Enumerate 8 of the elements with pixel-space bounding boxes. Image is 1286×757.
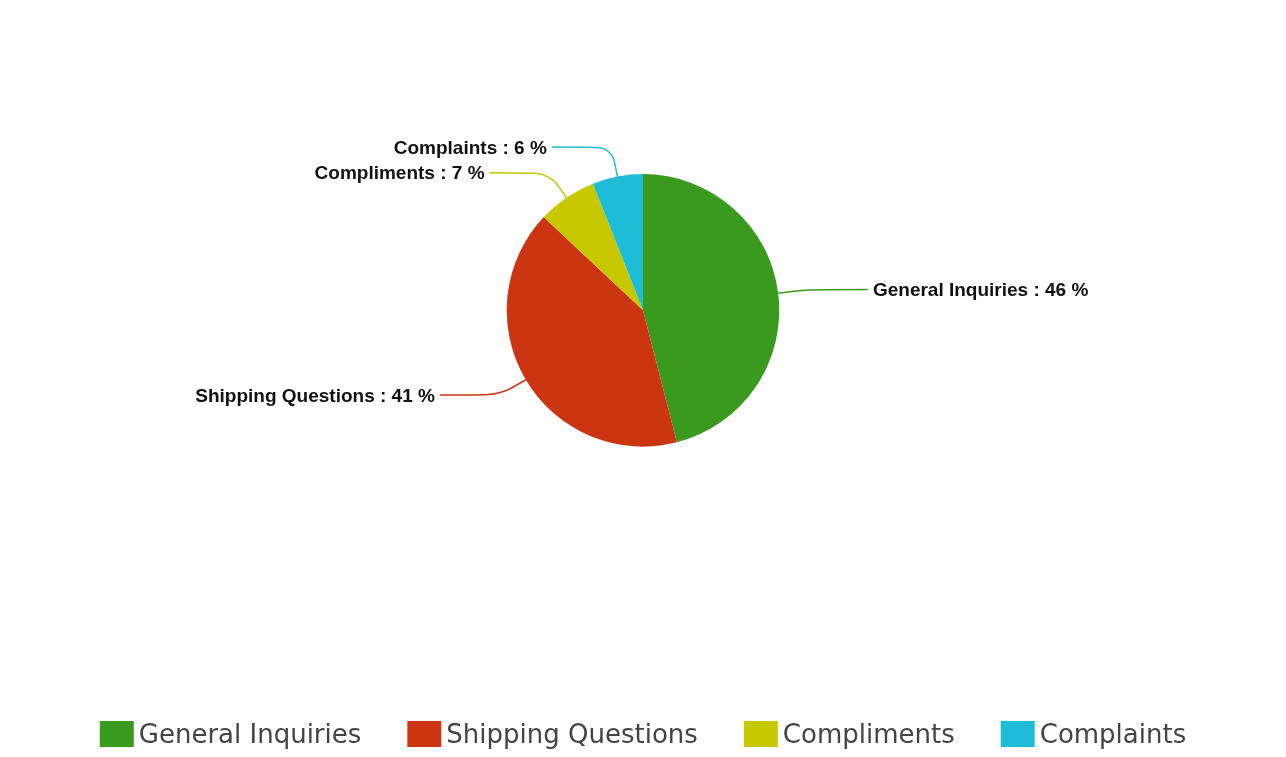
legend-label: Shipping Questions bbox=[446, 719, 698, 749]
legend-label: Complaints bbox=[1039, 719, 1187, 749]
data-label: General Inquiries : 46 % bbox=[872, 279, 1089, 301]
legend-label: Compliments bbox=[782, 719, 955, 749]
data-label: Complaints : 6 % bbox=[393, 136, 547, 158]
data-label: Compliments : 7 % bbox=[314, 162, 485, 184]
data-label: Shipping Questions : 41 % bbox=[195, 384, 435, 406]
legend-label: General Inquiries bbox=[138, 719, 362, 749]
